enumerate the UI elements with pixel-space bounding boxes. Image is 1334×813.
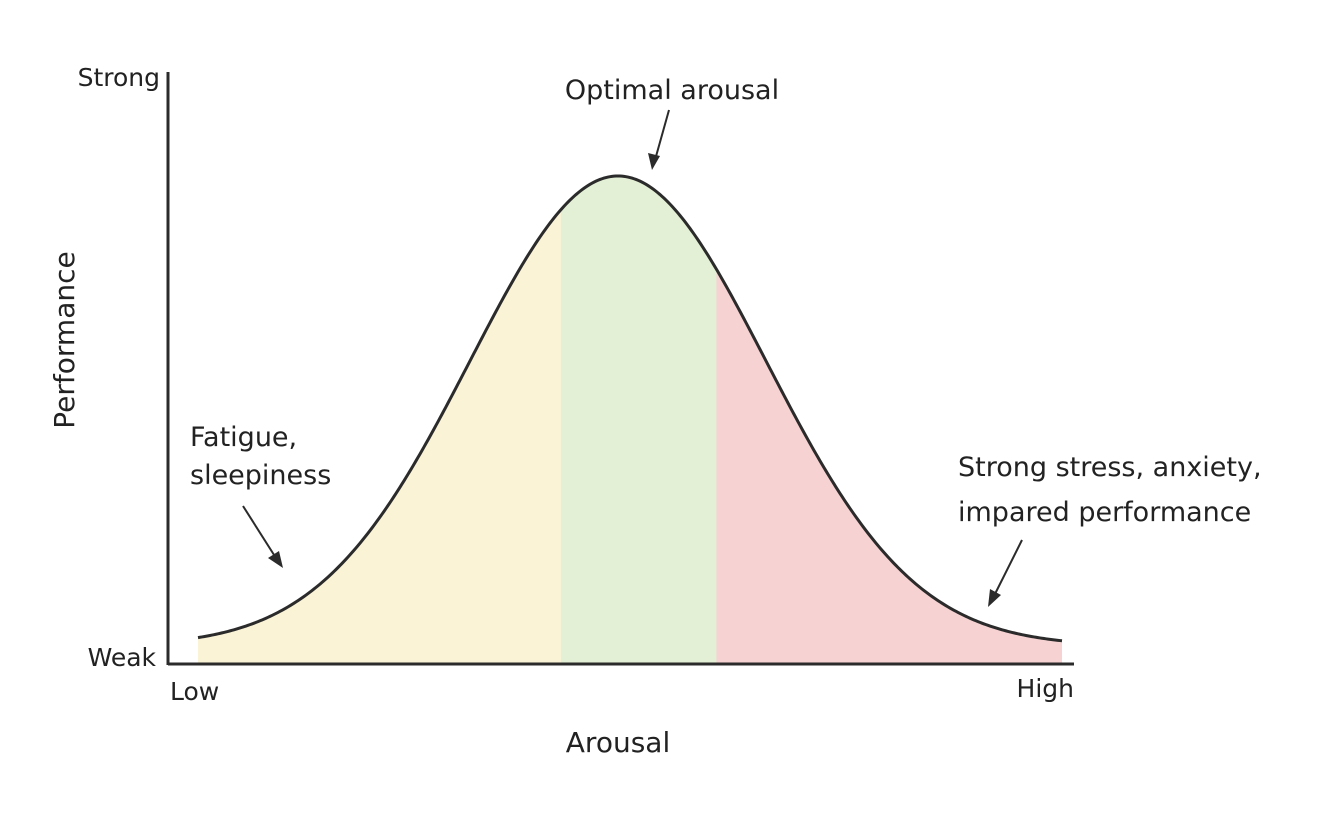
x-axis-title: Arousal — [566, 726, 670, 759]
annotation-fatigue-line2: sleepiness — [190, 460, 331, 491]
region-band-3 — [716, 176, 1062, 663]
x-tick-low: Low — [170, 677, 219, 706]
performance-curve — [197, 174, 1063, 643]
annotation-stress-line1: Strong stress, anxiety, — [958, 452, 1262, 483]
region-band-1 — [198, 176, 562, 663]
annotation-optimal-arousal: Optimal arousal — [565, 75, 779, 106]
y-axis-title: Performance — [48, 251, 81, 428]
annotation-stress-line2: impared performance — [958, 497, 1251, 528]
arrow-optimal-arousal — [648, 109, 670, 170]
y-tick-weak: Weak — [88, 643, 157, 672]
region-bands — [198, 176, 1062, 663]
arrow-stress — [988, 539, 1023, 607]
annotation-fatigue-line1: Fatigue, — [190, 422, 297, 453]
region-band-2 — [560, 176, 718, 663]
x-tick-high: High — [1017, 674, 1074, 703]
y-tick-strong: Strong — [78, 63, 160, 92]
arrow-fatigue — [242, 505, 283, 568]
